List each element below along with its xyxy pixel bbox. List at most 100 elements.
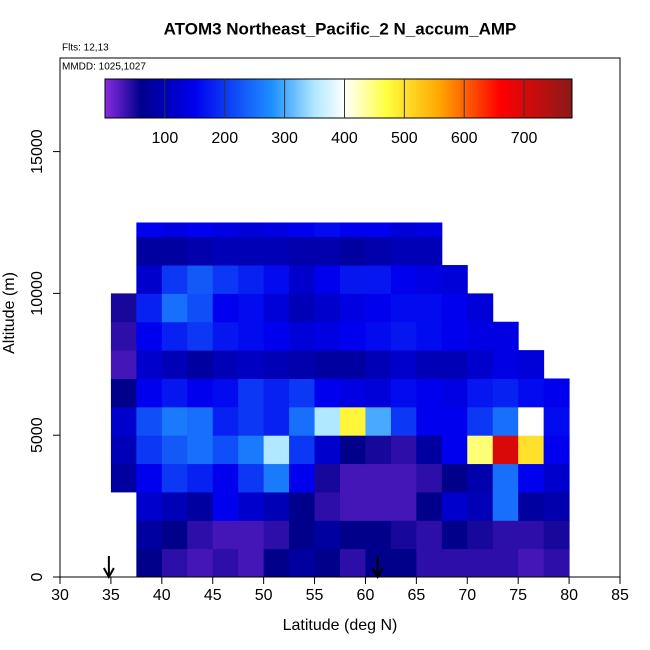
heat-cell	[161, 236, 188, 266]
heat-cell	[441, 350, 468, 379]
heat-cell	[212, 236, 239, 266]
heat-cell	[238, 435, 265, 465]
heat-cell	[543, 435, 570, 465]
heat-cell	[441, 293, 468, 323]
heat-cell	[340, 236, 366, 266]
heat-cell	[187, 350, 214, 379]
heat-cell	[212, 520, 239, 550]
heat-cell	[390, 406, 417, 436]
arrow-head	[102, 567, 115, 580]
heat-cell	[289, 236, 316, 266]
heat-cell	[365, 435, 392, 465]
heat-cell	[390, 321, 417, 351]
heat-cell	[136, 293, 163, 323]
heat-cell	[390, 265, 417, 294]
heat-cell	[136, 265, 163, 294]
heat-cell	[416, 520, 443, 550]
heat-cell	[518, 350, 545, 379]
heat-cell	[467, 321, 494, 351]
heat-cell	[492, 491, 519, 521]
heat-cell	[441, 463, 468, 493]
heat-cell	[314, 435, 341, 465]
heat-cell	[161, 548, 188, 578]
heat-cell	[110, 321, 137, 351]
heat-cell	[518, 491, 545, 521]
x-axis-label: Latitude (deg N)	[283, 617, 398, 634]
heat-cell	[467, 293, 494, 323]
heat-cell	[390, 293, 417, 323]
heat-cell	[187, 463, 214, 493]
heat-cell	[441, 520, 468, 550]
heat-cell	[110, 463, 137, 493]
heat-cell	[161, 491, 188, 521]
heat-cell	[467, 435, 494, 465]
colorbar-tick-label: 400	[331, 130, 358, 147]
heat-cell	[467, 378, 494, 408]
arrow-head	[371, 567, 384, 580]
heat-cell	[187, 321, 214, 351]
heat-cell	[263, 265, 290, 294]
heat-cell	[390, 435, 417, 465]
heat-cell	[187, 236, 214, 266]
heat-cell	[289, 265, 316, 294]
heat-cell	[416, 435, 443, 465]
heat-cell	[136, 222, 163, 238]
heat-cell	[314, 350, 341, 379]
heat-cell	[416, 222, 443, 238]
heat-cell	[263, 222, 290, 238]
heat-cell	[238, 236, 265, 266]
heat-cell	[161, 265, 188, 294]
heat-cell	[110, 350, 137, 379]
heat-cell	[263, 378, 290, 408]
chart-title: ATOM3 Northeast_Pacific_2 N_accum_AMP	[164, 19, 517, 38]
x-tick-label: 45	[204, 587, 222, 604]
heat-cell	[136, 463, 163, 493]
x-tick-label: 75	[509, 587, 527, 604]
heat-cell	[289, 378, 316, 408]
heat-cell	[263, 236, 290, 266]
heat-cell	[492, 321, 519, 351]
heat-cell	[314, 491, 341, 521]
heat-cell	[212, 548, 239, 578]
heat-cell	[441, 491, 468, 521]
heat-cell	[543, 548, 570, 578]
heat-cell	[110, 406, 137, 436]
heat-cell	[212, 321, 239, 351]
heat-cell	[314, 520, 341, 550]
heat-cell	[416, 350, 443, 379]
heat-cell	[365, 293, 392, 323]
heat-cell	[441, 378, 468, 408]
heat-cell	[314, 321, 341, 351]
y-tick-label: 10000	[29, 271, 46, 316]
heat-cell	[340, 463, 366, 493]
heat-cell	[263, 293, 290, 323]
heat-cell	[416, 463, 443, 493]
heat-cell	[238, 222, 265, 238]
heat-cell	[416, 548, 443, 578]
heat-cell	[289, 350, 316, 379]
heat-cell	[136, 548, 163, 578]
heat-cell	[518, 520, 545, 550]
heat-cell	[416, 293, 443, 323]
heat-cell	[212, 463, 239, 493]
heat-cell	[467, 463, 494, 493]
heat-cell	[238, 463, 265, 493]
heat-cell	[543, 463, 570, 493]
heat-cell	[314, 406, 341, 436]
heat-cell	[187, 520, 214, 550]
x-tick-label: 70	[458, 587, 476, 604]
heat-cell	[441, 321, 468, 351]
heat-cell	[543, 378, 570, 408]
colorbar-tick-label: 500	[391, 130, 418, 147]
heat-cell	[263, 406, 290, 436]
x-tick-label: 65	[407, 587, 425, 604]
colorbar-tick-label: 200	[211, 130, 238, 147]
heat-cell	[340, 222, 366, 238]
heat-cell	[518, 406, 545, 436]
heat-cell	[314, 463, 341, 493]
heat-cell	[365, 350, 392, 379]
colorbar	[104, 78, 573, 119]
heat-cell	[365, 265, 392, 294]
heat-cell	[238, 321, 265, 351]
